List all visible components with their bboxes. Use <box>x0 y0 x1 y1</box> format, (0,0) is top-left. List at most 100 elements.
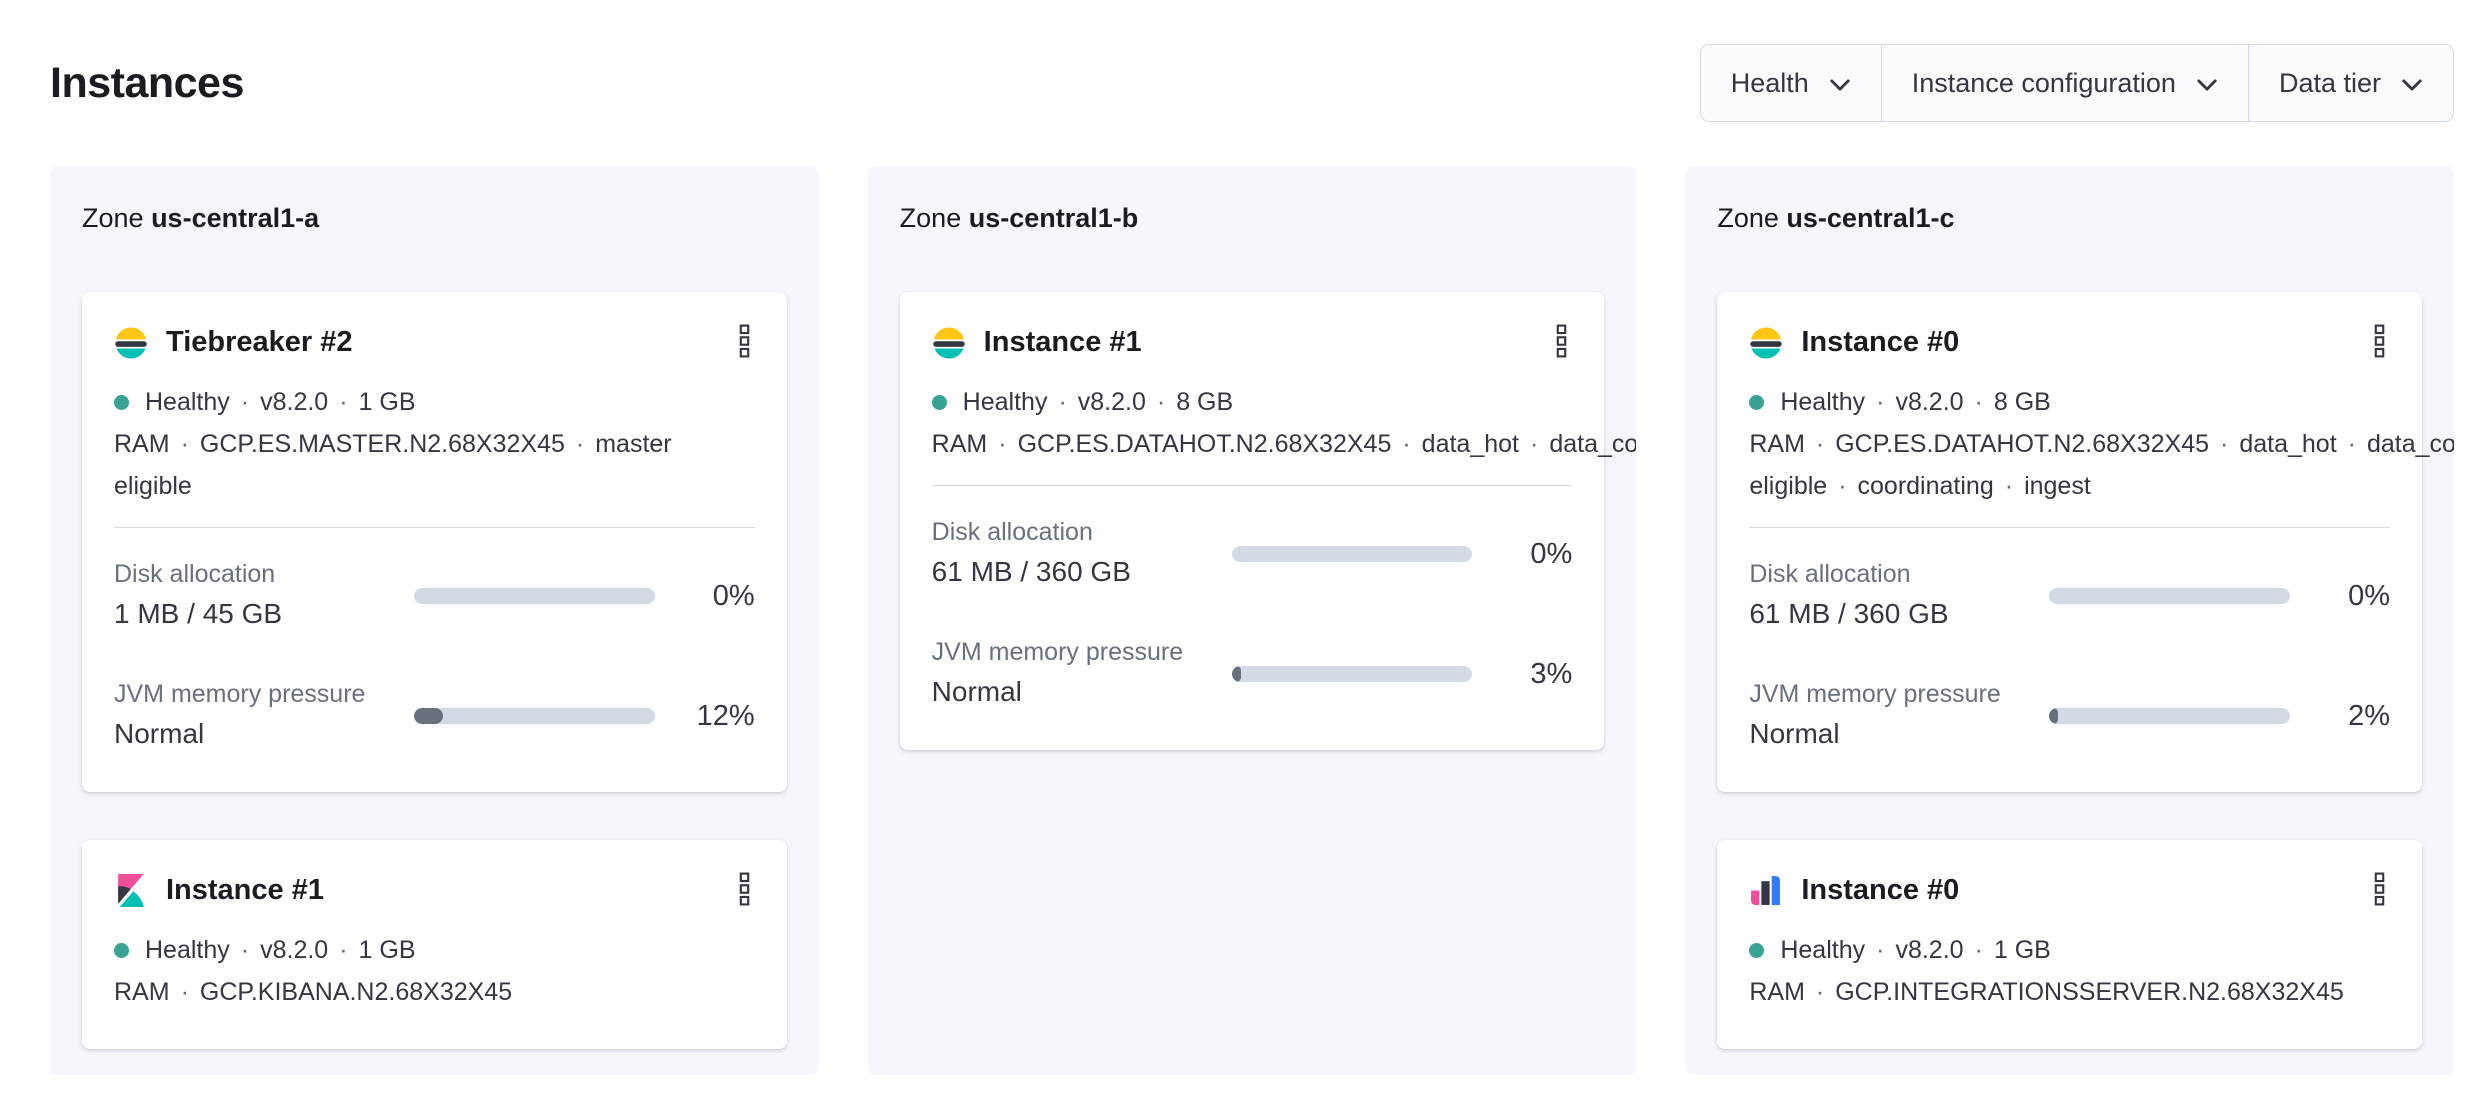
progress-bar <box>414 588 655 604</box>
progress-bar <box>414 708 655 724</box>
filter-health-label: Health <box>1730 67 1809 98</box>
instance-card-header: Instance #0 <box>1749 324 2390 361</box>
meta-item: v8.2.0 <box>260 936 329 964</box>
health-dot-icon <box>931 395 947 410</box>
metric-text: JVM memory pressure Normal <box>114 676 414 756</box>
metric-value: 61 MB / 360 GB <box>1749 598 1949 629</box>
metric-value: 1 MB / 45 GB <box>114 598 283 629</box>
health-dot-icon <box>1749 943 1765 958</box>
meta-separator: · <box>240 388 250 416</box>
meta-item: GCP.INTEGRATIONSSERVER.N2.68X32X45 <box>1835 978 2344 1006</box>
instance-meta: Healthy · v8.2.0 · 1 GB RAM · GCP.INTEGRATIONS… <box>1749 929 2390 1013</box>
metric-percent: 0% <box>2348 579 2391 612</box>
instance-card-header: Instance #1 <box>932 324 1573 361</box>
progress-bar <box>1231 546 1473 562</box>
zone-label: Zone us-central1-b <box>900 198 1605 238</box>
instance-actions-menu-button[interactable] <box>2369 324 2390 361</box>
metric-percent: 12% <box>696 699 755 732</box>
instance-title: Instance #0 <box>1801 326 1960 358</box>
instance-actions-menu-button[interactable] <box>2369 872 2390 909</box>
meta-item: ingest <box>2024 472 2091 500</box>
metric-value: Normal <box>1749 718 1840 749</box>
zone-name: us-central1-a <box>151 203 320 233</box>
page-title: Instances <box>50 58 244 107</box>
chevron-down-icon <box>2401 68 2423 99</box>
health-dot-icon <box>114 395 129 410</box>
integrations-server-logo-icon <box>1749 874 1783 908</box>
meta-separator: · <box>2004 472 2014 500</box>
meta-item: v8.2.0 <box>1895 388 1964 416</box>
meta-separator: · <box>1974 936 1983 964</box>
card-divider <box>114 527 755 528</box>
meta-item: coordinating <box>1857 472 1994 500</box>
meta-separator: · <box>180 430 189 458</box>
filter-instance-configuration-button[interactable]: Instance configuration <box>1882 45 2249 121</box>
boxes-vertical-icon <box>1553 324 1570 361</box>
metric-text: JVM memory pressure Normal <box>932 634 1232 714</box>
metric-label: Disk allocation <box>931 518 1093 546</box>
instance-card: Instance #0 Healthy · v8.2.0 · 8 GB RAM · GCP.… <box>1717 292 2454 792</box>
metric-text: Disk allocation 61 MB / 360 GB <box>1749 556 2049 636</box>
progress-bar <box>1231 666 1473 682</box>
elasticsearch-logo-icon <box>114 326 148 360</box>
metric-percent: 3% <box>1530 657 1573 690</box>
filter-instance-configuration-label: Instance configuration <box>1911 67 2176 98</box>
meta-separator: · <box>575 430 585 458</box>
meta-separator: · <box>339 936 348 964</box>
zone-panel: Zone us-central1-c Instance #0 Healthy · v… <box>1685 166 2455 1075</box>
metric-label: Disk allocation <box>1749 560 1911 588</box>
metric-percent: 0% <box>712 579 755 612</box>
boxes-vertical-icon <box>2371 324 2388 361</box>
instance-actions-menu-button[interactable] <box>734 324 755 361</box>
instance-card: Tiebreaker #2 Healthy · v8.2.0 · 1 GB RAM · GC… <box>82 292 787 792</box>
meta-separator: · <box>1058 388 1067 416</box>
progress-bar-fill <box>1231 666 1241 682</box>
meta-item: 1 GB RAM <box>114 388 416 458</box>
meta-item: 1 GB RAM <box>1749 936 2051 1006</box>
health-status: Healthy <box>1780 388 1866 416</box>
meta-item: master eligible <box>114 430 672 500</box>
instance-actions-menu-button[interactable] <box>734 872 755 909</box>
zone-label-prefix: Zone <box>899 203 962 233</box>
filter-health-button[interactable]: Health <box>1701 45 1882 121</box>
zone-name: us-central1-c <box>1786 203 1955 233</box>
health-dot-icon <box>1749 395 1765 410</box>
meta-item: GCP.ES.MASTER.N2.68X32X45 <box>199 430 565 458</box>
meta-separator: · <box>1402 430 1411 458</box>
meta-separator: · <box>2220 430 2229 458</box>
instance-title: Instance #1 <box>983 326 1142 358</box>
progress-bar <box>2049 708 2291 724</box>
metrics: Disk allocation 61 MB / 360 GB 0% JVM me… <box>1749 556 2390 756</box>
meta-item: data_hot <box>2239 430 2337 458</box>
card-divider <box>1749 527 2391 528</box>
instance-meta: Healthy · v8.2.0 · 1 GB RAM · GCP.ES.MASTER.N2… <box>114 381 755 507</box>
instance-card-header: Instance #0 <box>1749 872 2390 909</box>
meta-item: data_content <box>1549 430 1637 458</box>
metric-label: JVM memory pressure <box>931 638 1184 666</box>
instance-card: Instance #1 Healthy · v8.2.0 · 1 GB RAM · GCP.… <box>82 840 787 1049</box>
metric-percent: 0% <box>1530 537 1573 570</box>
meta-item: GCP.KIBANA.N2.68X32X45 <box>199 978 513 1006</box>
meta-item: 8 GB RAM <box>931 388 1234 458</box>
metric-value: Normal <box>114 718 205 749</box>
metric-row: JVM memory pressure Normal 3% <box>932 634 1573 714</box>
kibana-logo-icon <box>114 873 148 908</box>
meta-item: v8.2.0 <box>260 388 329 416</box>
meta-item: master eligible <box>1749 472 1828 500</box>
boxes-vertical-icon <box>736 324 753 361</box>
progress-bar-fill <box>414 708 443 724</box>
instance-title: Instance #1 <box>166 874 324 906</box>
instance-actions-menu-button[interactable] <box>1551 324 1572 361</box>
progress-bar <box>2049 588 2291 604</box>
instance-meta: Healthy · v8.2.0 · 1 GB RAM · GCP.KIBANA.N2.68… <box>114 929 755 1013</box>
metric-label: JVM memory pressure <box>114 680 366 708</box>
zone-label-prefix: Zone <box>1717 203 1779 233</box>
instance-card-header: Tiebreaker #2 <box>114 324 755 361</box>
progress-bar-fill <box>2049 708 2059 724</box>
instance-title: Instance #0 <box>1801 874 1960 906</box>
filter-data-tier-button[interactable]: Data tier <box>2249 45 2453 121</box>
meta-item: data_hot <box>1421 430 1519 458</box>
health-dot-icon <box>114 943 129 958</box>
page-header: Instances Health Instance configuration … <box>0 0 2490 122</box>
zone-label: Zone us-central1-a <box>82 198 787 238</box>
